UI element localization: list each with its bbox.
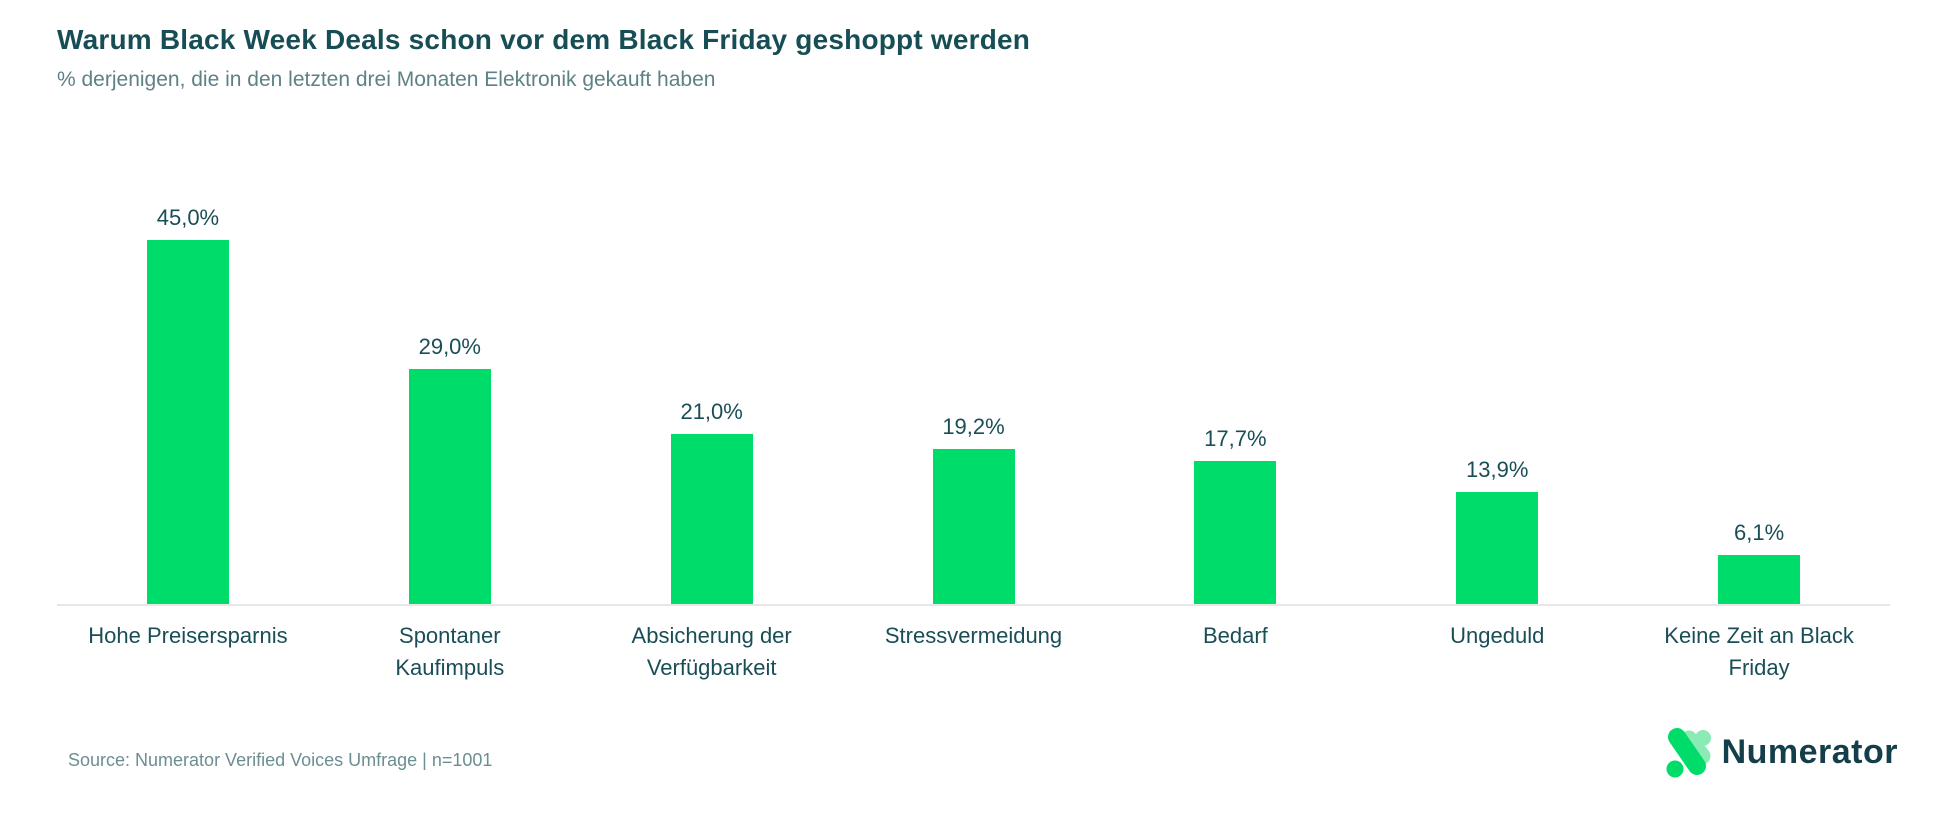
category-label: Hohe Preisersparnis — [88, 623, 288, 648]
bar — [1194, 461, 1277, 604]
chart-title: Warum Black Week Deals schon vor dem Bla… — [57, 24, 1031, 55]
category-label: Bedarf — [1202, 623, 1268, 648]
bar-column: 13,9% — [1366, 457, 1628, 604]
bar-value-label: 19,2% — [942, 414, 1005, 439]
bar-column: 21,0% — [581, 399, 843, 604]
category-label: Ungeduld — [1450, 623, 1545, 648]
source-note: Source: Numerator Verified Voices Umfrag… — [68, 750, 493, 770]
bar-value-label: 45,0% — [156, 205, 220, 230]
bar-column: 17,7% — [1104, 426, 1366, 604]
numerator-n-icon — [1666, 728, 1711, 778]
bar — [932, 449, 1015, 604]
bar-chart: 45,0% 29,0% 21,0% 19,2% 17,7% 13,9% 6,1% Hohe … — [57, 150, 1890, 684]
category-axis: Hohe Preisersparnis Spontaner Kaufimpuls A… — [57, 606, 1890, 684]
numerator-logo-text: Numerator — [1721, 732, 1898, 771]
chart-subtitle: % derjenigen, die in den letzten drei Mo… — [57, 68, 716, 91]
bar-column: 45,0% — [57, 205, 319, 604]
chart-header: Warum Black Week Deals schon vor dem Bla… — [57, 24, 1030, 92]
numerator-logo: Numerator — [1664, 726, 1898, 778]
bar-value-label: 13,9% — [1466, 457, 1529, 482]
bar — [670, 434, 753, 604]
category-label: Stressvermeidung — [884, 623, 1063, 648]
bar — [146, 240, 229, 604]
bar-column: 6,1% — [1628, 520, 1890, 604]
bar-column: 29,0% — [319, 334, 581, 604]
category-label: Keine Zeit an Black Friday — [1664, 623, 1854, 680]
category-label: Absicherung der Verfügbarkeit — [631, 623, 792, 680]
bar-value-label: 17,7% — [1204, 426, 1267, 451]
bar — [408, 369, 491, 604]
bar-column: 19,2% — [843, 414, 1105, 604]
bar — [1718, 555, 1801, 604]
bar-value-label: 6,1% — [1734, 520, 1785, 545]
category-label: Spontaner Kaufimpuls — [395, 623, 505, 680]
bar — [1456, 492, 1539, 604]
plot-area: 45,0% 29,0% 21,0% 19,2% 17,7% 13,9% 6,1% — [57, 150, 1890, 606]
bar-value-label: 29,0% — [418, 334, 481, 359]
bar-value-label: 21,0% — [680, 399, 743, 424]
